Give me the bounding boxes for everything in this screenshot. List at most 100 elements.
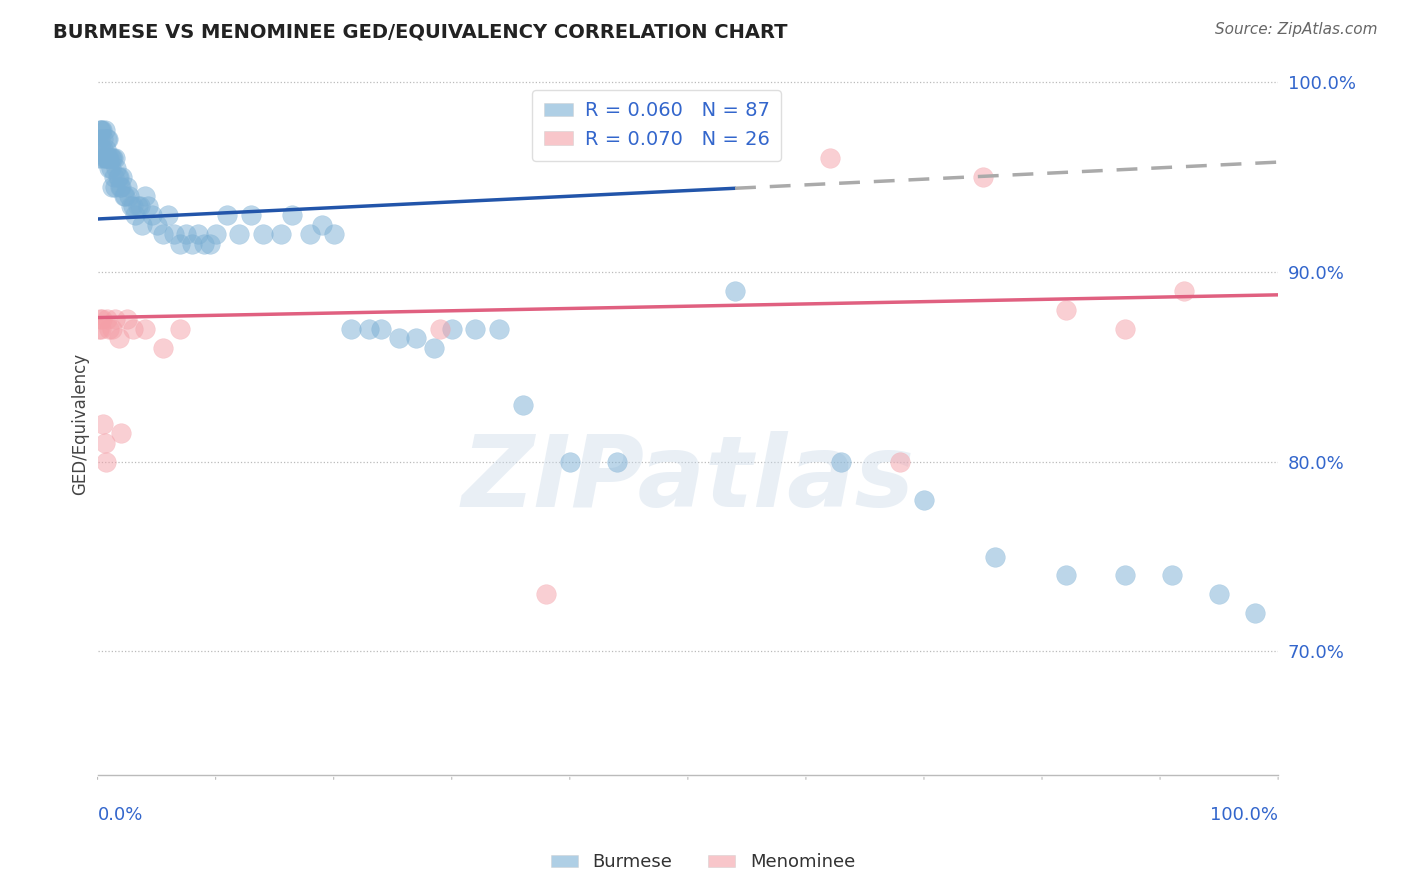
Point: [724, 284, 747, 298]
Point: [464, 322, 486, 336]
Point: [1054, 303, 1077, 318]
Point: [89, 132, 111, 146]
Point: [818, 151, 841, 165]
Point: [187, 227, 209, 242]
Point: [134, 322, 156, 336]
Point: [240, 208, 263, 222]
Text: ZIPatlas: ZIPatlas: [461, 432, 914, 528]
Point: [174, 227, 197, 242]
Point: [912, 492, 935, 507]
Point: [91, 123, 114, 137]
Point: [96, 151, 118, 165]
Point: [169, 236, 191, 251]
Text: 0.0%: 0.0%: [97, 806, 143, 824]
Point: [98, 322, 121, 336]
Point: [115, 179, 138, 194]
Point: [108, 170, 131, 185]
Point: [89, 123, 111, 137]
Point: [193, 236, 215, 251]
Text: BURMESE VS MENOMINEE GED/EQUIVALENCY CORRELATION CHART: BURMESE VS MENOMINEE GED/EQUIVALENCY COR…: [53, 22, 787, 41]
Point: [120, 199, 142, 213]
Point: [370, 322, 392, 336]
Point: [93, 435, 115, 450]
Legend: Burmese, Menominee: Burmese, Menominee: [544, 847, 862, 879]
Point: [110, 426, 132, 441]
Point: [97, 132, 120, 146]
Point: [169, 322, 191, 336]
Point: [889, 455, 911, 469]
Point: [97, 151, 120, 165]
Point: [90, 322, 112, 336]
Point: [152, 341, 174, 355]
Point: [122, 199, 145, 213]
Point: [93, 142, 115, 156]
Point: [100, 322, 122, 336]
Point: [93, 417, 115, 431]
Point: [108, 331, 131, 345]
Text: Source: ZipAtlas.com: Source: ZipAtlas.com: [1215, 22, 1378, 37]
Point: [111, 170, 134, 185]
Point: [488, 322, 510, 336]
Y-axis label: GED/Equivalency: GED/Equivalency: [72, 352, 89, 495]
Point: [100, 151, 122, 165]
Point: [1173, 284, 1195, 298]
Point: [104, 151, 127, 165]
Point: [122, 322, 145, 336]
Point: [340, 322, 363, 336]
Point: [198, 236, 221, 251]
Point: [112, 189, 135, 203]
Point: [87, 322, 110, 336]
Point: [87, 151, 110, 165]
Point: [1054, 568, 1077, 582]
Point: [124, 208, 146, 222]
Point: [252, 227, 274, 242]
Point: [118, 189, 141, 203]
Point: [115, 312, 138, 326]
Point: [91, 151, 114, 165]
Point: [93, 123, 115, 137]
Point: [558, 455, 581, 469]
Point: [606, 455, 628, 469]
Legend: R = 0.060   N = 87, R = 0.070   N = 26: R = 0.060 N = 87, R = 0.070 N = 26: [533, 90, 782, 161]
Point: [90, 123, 112, 137]
Point: [103, 170, 125, 185]
Point: [228, 227, 250, 242]
Point: [104, 179, 127, 194]
Point: [157, 208, 180, 222]
Point: [110, 179, 132, 194]
Point: [98, 151, 121, 165]
Point: [163, 227, 186, 242]
Point: [100, 161, 122, 175]
Point: [100, 151, 122, 165]
Point: [145, 218, 167, 232]
Point: [141, 208, 163, 222]
Point: [830, 455, 852, 469]
Point: [100, 179, 122, 194]
Point: [152, 227, 174, 242]
Point: [405, 331, 427, 345]
Point: [1208, 587, 1230, 601]
Point: [96, 132, 118, 146]
Point: [107, 170, 129, 185]
Point: [1160, 568, 1182, 582]
Point: [96, 312, 118, 326]
Point: [512, 398, 534, 412]
Point: [181, 236, 204, 251]
Point: [131, 218, 153, 232]
Point: [114, 189, 136, 203]
Point: [534, 587, 557, 601]
Point: [105, 161, 128, 175]
Point: [94, 455, 117, 469]
Point: [104, 312, 127, 326]
Point: [972, 170, 994, 185]
Point: [91, 312, 114, 326]
Point: [89, 312, 111, 326]
Point: [134, 189, 156, 203]
Point: [388, 331, 411, 345]
Point: [138, 199, 160, 213]
Point: [359, 322, 381, 336]
Point: [270, 227, 292, 242]
Point: [94, 142, 117, 156]
Point: [1243, 607, 1265, 621]
Point: [101, 151, 124, 165]
